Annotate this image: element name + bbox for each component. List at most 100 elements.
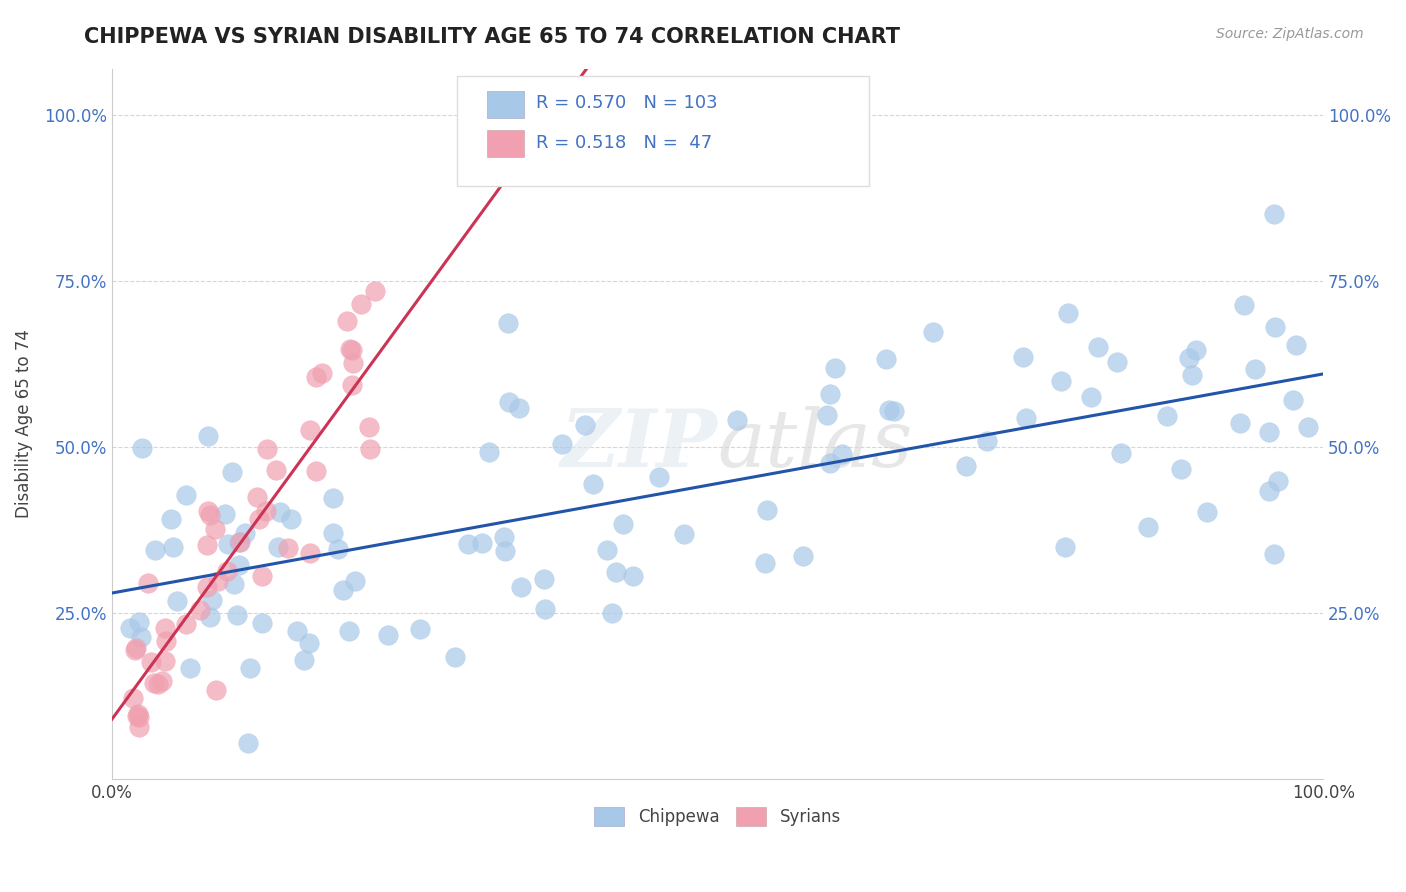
Point (478, 445, 501, 459)
Point (1243, 362, 1265, 376)
Y-axis label: Disability Age 65 to 74: Disability Age 65 to 74 (15, 329, 32, 518)
Point (118, 621, 141, 635)
Point (818, 386, 841, 401)
Point (239, 661, 262, 675)
Point (285, 624, 308, 639)
Point (343, 574, 366, 588)
Point (574, 417, 596, 432)
Point (226, 608, 249, 623)
Point (174, 488, 197, 502)
Point (128, 710, 150, 724)
Point (198, 609, 221, 624)
Point (292, 653, 315, 667)
Point (267, 540, 290, 554)
Point (357, 420, 380, 434)
Point (136, 576, 159, 591)
Point (139, 655, 162, 669)
Point (201, 593, 224, 607)
Point (305, 370, 328, 384)
Point (1050, 374, 1073, 388)
Point (824, 361, 846, 376)
Point (233, 526, 256, 541)
Point (246, 491, 269, 505)
Point (498, 395, 520, 409)
Point (1257, 483, 1279, 498)
Point (197, 504, 219, 518)
Point (596, 542, 619, 557)
Point (176, 616, 198, 631)
Point (337, 624, 360, 638)
Point (252, 615, 274, 630)
Point (1053, 540, 1076, 554)
Point (1258, 425, 1281, 440)
Point (1197, 505, 1219, 519)
Point (127, 707, 149, 722)
Point (229, 534, 252, 549)
Text: R = 0.518   N =  47: R = 0.518 N = 47 (536, 134, 711, 153)
Point (247, 512, 270, 526)
Point (1170, 462, 1192, 476)
Point (1282, 392, 1305, 407)
Point (298, 636, 321, 650)
Point (551, 437, 574, 451)
Point (815, 408, 838, 422)
Text: Source: ZipAtlas.com: Source: ZipAtlas.com (1216, 27, 1364, 41)
Point (269, 505, 291, 519)
Text: atlas: atlas (717, 406, 912, 483)
Point (533, 602, 555, 616)
Point (217, 564, 239, 578)
Point (1264, 320, 1286, 334)
Point (124, 643, 146, 657)
Point (129, 630, 152, 644)
Point (1285, 338, 1308, 352)
Point (217, 537, 239, 551)
Point (340, 343, 363, 357)
Point (153, 621, 176, 635)
Point (831, 447, 853, 461)
Point (277, 541, 299, 556)
Point (322, 525, 344, 540)
Point (409, 622, 432, 636)
Point (883, 404, 905, 418)
Point (299, 423, 322, 437)
FancyBboxPatch shape (457, 76, 869, 186)
Point (377, 628, 399, 642)
Point (1156, 409, 1178, 423)
Point (1057, 306, 1080, 320)
Point (875, 351, 897, 366)
Point (299, 546, 322, 560)
Point (457, 537, 479, 551)
Point (188, 603, 211, 617)
Point (236, 736, 259, 750)
Point (197, 538, 219, 552)
Point (280, 512, 302, 526)
Point (228, 535, 250, 549)
Point (792, 549, 814, 564)
Point (1298, 419, 1320, 434)
Point (205, 683, 228, 698)
Point (1267, 475, 1289, 489)
Point (162, 540, 184, 554)
Point (339, 342, 361, 356)
Text: R = 0.570   N = 103: R = 0.570 N = 103 (536, 94, 717, 112)
Point (359, 442, 381, 456)
Point (1080, 390, 1102, 404)
Point (311, 366, 333, 380)
Point (128, 720, 150, 734)
FancyBboxPatch shape (488, 91, 524, 119)
Point (1136, 520, 1159, 534)
Point (600, 606, 623, 620)
Point (250, 568, 273, 582)
Text: ZIP: ZIP (561, 406, 717, 483)
Point (756, 503, 779, 517)
Point (128, 615, 150, 629)
Point (1185, 343, 1208, 358)
Point (496, 316, 519, 330)
Point (1087, 340, 1109, 354)
Point (179, 661, 201, 675)
Point (1109, 446, 1132, 460)
Point (1015, 411, 1038, 425)
Point (1233, 298, 1256, 312)
Point (725, 413, 748, 427)
Point (142, 676, 165, 690)
